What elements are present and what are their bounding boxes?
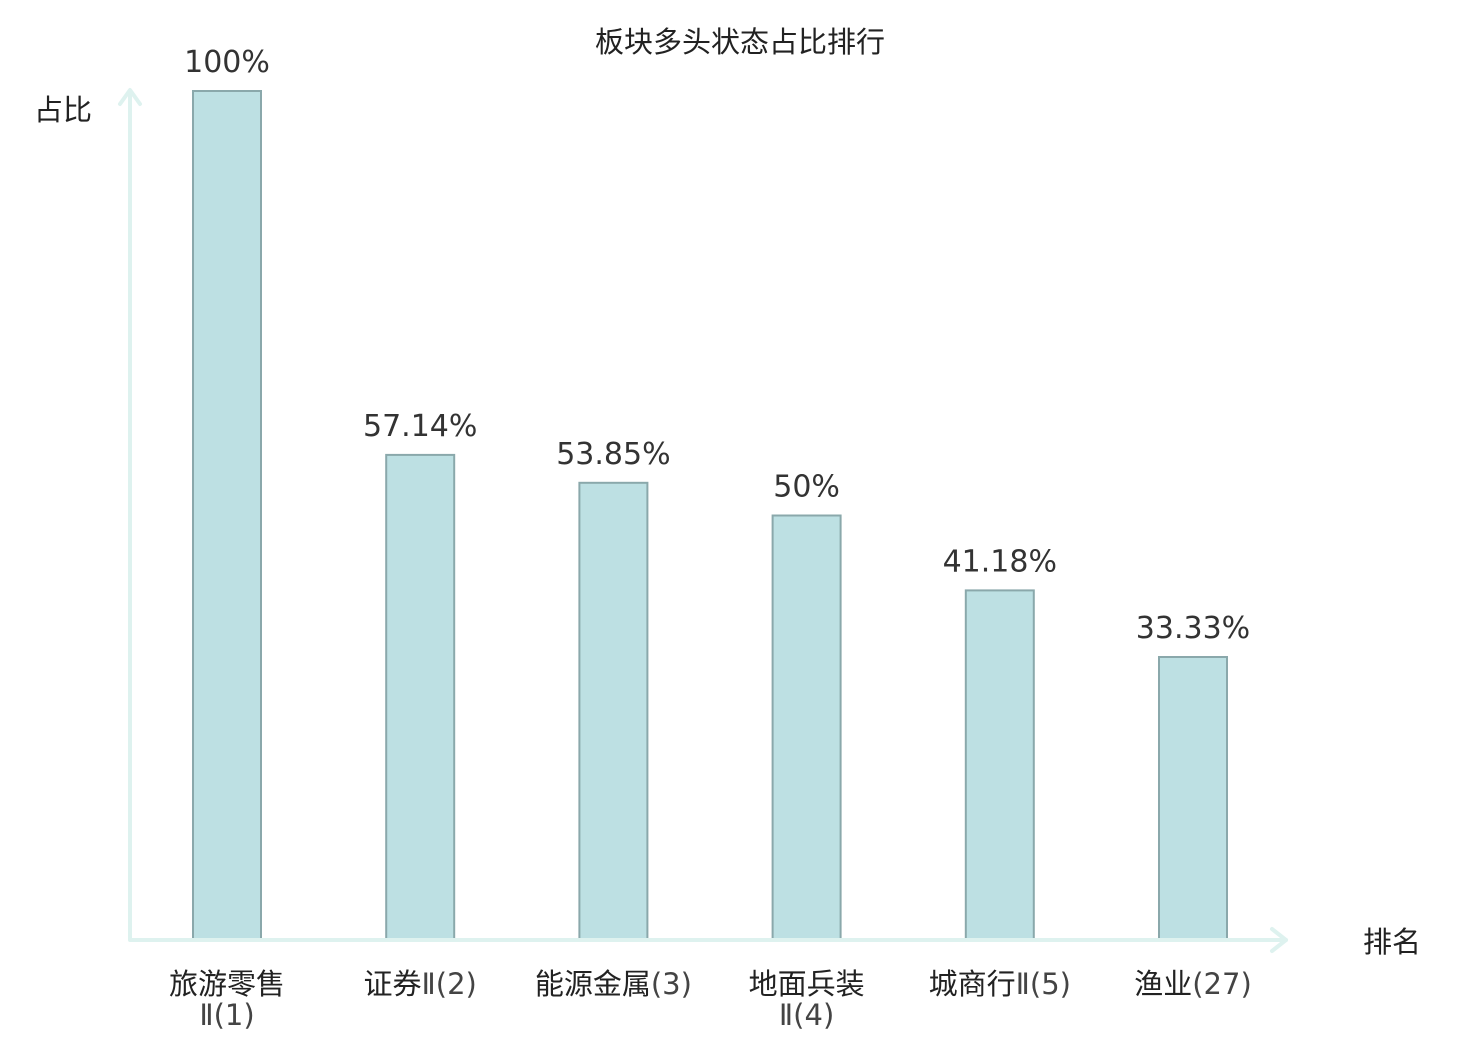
category-rank-4: Ⅱ(4) xyxy=(779,998,834,1032)
value-labels-group: 100% 57.14% 53.85% 50% 41.18% 33.33% xyxy=(184,45,1250,646)
category-name-2: 证券 xyxy=(364,967,422,1001)
category-label-4: 地面兵装 xyxy=(749,967,865,1001)
value-label-5: 41.18% xyxy=(943,544,1057,579)
category-rank-3: (3) xyxy=(651,967,692,1001)
bar-2 xyxy=(385,453,456,941)
category-rank-1: Ⅱ(1) xyxy=(199,998,254,1032)
category-rank-2: Ⅱ(2) xyxy=(422,967,477,1001)
category-label-2: 证券Ⅱ(2) xyxy=(364,967,477,1001)
category-name-5: 城商行 xyxy=(929,967,1016,1001)
bar-3 xyxy=(578,481,649,941)
category-label-6: 渔业(27) xyxy=(1134,967,1252,1001)
bar-4 xyxy=(771,514,842,941)
category-label-3: 能源金属(3) xyxy=(535,967,692,1001)
bar-5 xyxy=(964,589,1035,942)
bar-1 xyxy=(192,90,262,941)
bar-6 xyxy=(1158,656,1228,941)
category-label-1: 旅游零售 xyxy=(169,967,285,1001)
x-axis-label: 排名 xyxy=(1363,925,1421,959)
value-label-1: 100% xyxy=(184,45,270,80)
value-label-3: 53.85% xyxy=(556,437,670,472)
bars-group xyxy=(192,90,1228,942)
axes xyxy=(128,90,1288,942)
value-label-6: 33.33% xyxy=(1136,611,1250,646)
chart-title: 板块多头状态占比排行 xyxy=(595,25,885,59)
category-label-5: 城商行Ⅱ(5) xyxy=(929,967,1071,1001)
category-rank-5: Ⅱ(5) xyxy=(1016,967,1071,1001)
category-rank-6: (27) xyxy=(1192,967,1252,1001)
category-name-6: 渔业 xyxy=(1134,967,1192,1001)
value-label-2: 57.14% xyxy=(363,409,477,444)
category-name-3: 能源金属 xyxy=(535,967,651,1001)
value-label-4: 50% xyxy=(773,470,840,505)
y-axis-label: 占比 xyxy=(34,93,92,127)
